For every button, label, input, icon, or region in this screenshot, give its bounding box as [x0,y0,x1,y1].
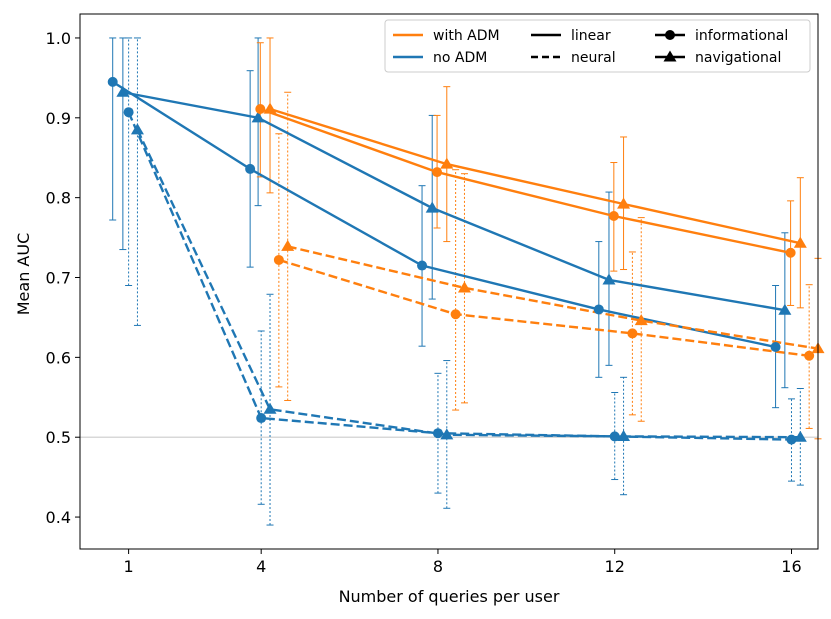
data-layer [107,37,825,526]
series-4-errorbars [256,42,795,306]
data-point [793,430,807,442]
data-point [273,254,284,265]
series-1-markers [116,85,792,315]
legend-label: linear [571,28,611,44]
series-line-6 [278,258,810,357]
series-5-markers [263,102,807,248]
series-6-errorbars [275,133,813,429]
series-line-5 [269,107,801,245]
data-point [263,102,277,114]
y-tick-label: 0.6 [46,348,71,367]
data-point [417,260,428,271]
data-point [432,428,443,439]
legend-box [384,19,811,73]
data-point [251,111,265,123]
series-3-markers [130,123,807,442]
data-point [608,211,619,222]
data-point [432,167,443,178]
data-point [804,350,815,361]
data-point [245,163,256,174]
legend-entry: with ADM [393,28,500,44]
y-tick-label: 0.7 [46,269,71,288]
legend-entry: navigational [655,50,781,66]
series-5-errorbars [266,37,804,309]
data-point [130,123,144,135]
legend: with ADM no ADM linear neural informational n… [384,19,811,73]
series-4-markers [255,104,796,258]
data-point [609,431,620,442]
series-0-markers [107,76,781,352]
data-point [440,157,454,169]
data-point [116,85,130,97]
x-axis-label: Number of queries per user [339,587,560,606]
series-line-3 [136,129,801,439]
legend-label: with ADM [433,28,500,44]
series-7-markers [281,239,825,354]
legend-label: no ADM [433,50,487,66]
series-2-markers [123,107,797,445]
y-tick-label: 1.0 [46,29,71,48]
x-tick-label: 4 [256,557,266,576]
legend-entry: no ADM [393,50,487,66]
legend-marker [663,50,677,62]
series-3-errorbars [133,37,804,526]
series-0-errorbars [109,37,780,409]
legend-entry: informational [655,28,788,44]
series-line-4 [259,107,791,254]
data-point [425,201,439,213]
data-point [786,434,797,445]
data-point [634,314,648,326]
series-1-errorbars [119,37,789,389]
data-point [255,104,266,115]
legend-label: informational [695,28,788,44]
y-tick-label: 0.9 [46,109,71,128]
axes-layer: 1 4 8 12 16 0.4 0.5 0.6 0.7 0.8 0.9 1.0 [46,13,819,576]
data-point [793,236,807,248]
data-point [627,328,638,339]
x-tick-label: 12 [605,557,625,576]
data-point [123,107,134,118]
data-point [450,309,461,320]
y-tick-label: 0.5 [46,428,71,447]
data-point [617,429,631,441]
data-point [593,304,604,315]
legend-label: neural [571,50,616,66]
legend-marker [665,30,675,40]
data-point [617,197,631,209]
y-tick-label: 0.4 [46,508,71,527]
series-line-7 [287,245,819,350]
legend-entry: linear [531,28,611,44]
y-tick-label: 0.8 [46,189,71,208]
data-point [107,76,118,87]
x-tick-label: 8 [433,557,443,576]
data-point [256,413,267,424]
data-point [778,303,792,315]
x-tick-label: 16 [781,557,801,576]
series-line-1 [122,91,786,312]
data-point [263,402,277,414]
data-point [602,273,616,285]
legend-entry: neural [531,50,616,66]
data-point [440,428,454,440]
data-point [457,281,471,293]
legend-label: navigational [695,50,781,66]
x-tick-label: 1 [124,557,134,576]
data-point [770,341,781,352]
series-6-markers [273,254,815,361]
data-point [281,239,295,251]
plot-frame [79,13,819,550]
y-axis-label: Mean AUC [14,233,33,316]
data-point [785,247,796,258]
